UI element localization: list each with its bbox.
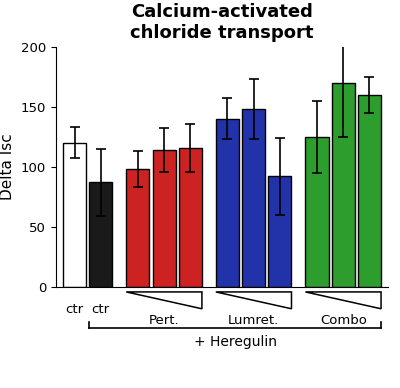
Bar — [216, 119, 239, 287]
Bar — [179, 147, 202, 287]
Bar — [268, 177, 292, 287]
Bar — [152, 150, 176, 287]
Text: ctr: ctr — [92, 303, 110, 316]
Y-axis label: Delta Isc: Delta Isc — [0, 133, 15, 200]
Bar — [242, 109, 265, 287]
Title: Calcium-activated
chloride transport: Calcium-activated chloride transport — [130, 3, 314, 42]
Text: ctr: ctr — [66, 303, 84, 316]
Polygon shape — [126, 292, 202, 309]
Polygon shape — [305, 292, 381, 309]
Bar — [126, 169, 150, 287]
Bar — [89, 182, 112, 287]
Bar — [358, 95, 381, 287]
Polygon shape — [216, 292, 292, 309]
Text: Lumret.: Lumret. — [228, 314, 279, 327]
Text: Pert.: Pert. — [149, 314, 180, 327]
Bar — [63, 143, 86, 287]
Text: Combo: Combo — [320, 314, 367, 327]
Text: + Heregulin: + Heregulin — [194, 335, 277, 349]
Bar — [332, 83, 355, 287]
Bar — [305, 137, 328, 287]
